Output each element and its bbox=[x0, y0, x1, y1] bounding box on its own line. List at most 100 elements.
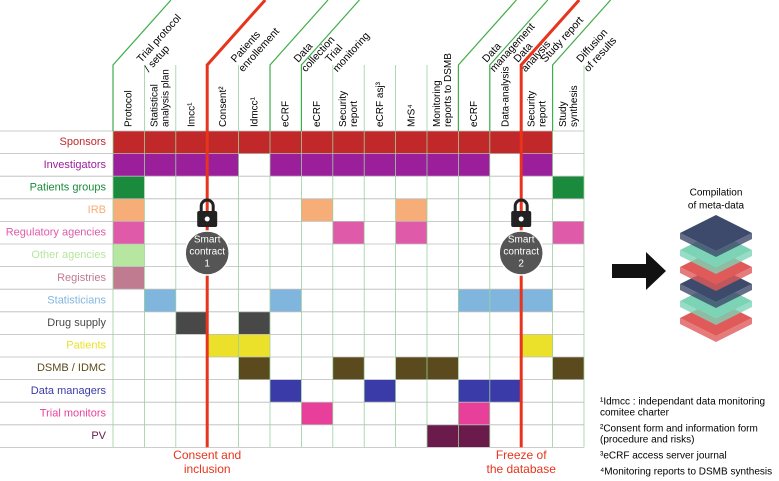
column-label: Data-analysis bbox=[500, 66, 511, 127]
cell bbox=[113, 153, 145, 177]
cell bbox=[207, 153, 239, 177]
column-label-line: eCRF bbox=[469, 101, 480, 127]
cell bbox=[395, 198, 427, 222]
lock-hole bbox=[518, 216, 524, 222]
cell bbox=[270, 379, 302, 403]
column-label-line: analysis plan bbox=[160, 69, 171, 127]
compilation-title: of meta-data bbox=[688, 201, 745, 212]
column-label: Securityreport bbox=[526, 91, 548, 127]
column-label-line: Consent² bbox=[218, 86, 229, 127]
footnote: (procedure and risks) bbox=[600, 435, 694, 446]
column-label: Studysynthesis bbox=[557, 85, 579, 127]
cell bbox=[113, 266, 145, 290]
contract-text: contract bbox=[189, 247, 225, 258]
column-label-line: synthesis bbox=[568, 85, 579, 127]
cell bbox=[144, 131, 176, 154]
column-label-line: Security bbox=[526, 91, 537, 127]
column-label-line: report bbox=[349, 101, 360, 127]
column-label-line: MrS⁴ bbox=[406, 104, 417, 127]
column-label-line: eCRF asj³ bbox=[375, 81, 386, 127]
column-label: MrS⁴ bbox=[406, 104, 417, 127]
cell bbox=[552, 176, 584, 199]
cell bbox=[238, 357, 270, 380]
contract-caption: Freeze of bbox=[496, 448, 547, 462]
column-label: eCRF asj³ bbox=[375, 81, 386, 127]
cell bbox=[144, 153, 176, 177]
row-label: DSMB / IDMC bbox=[37, 362, 106, 374]
column-label: eCRF bbox=[469, 101, 480, 127]
column-label-line: Security bbox=[338, 91, 349, 127]
cell bbox=[395, 221, 427, 244]
phase-line bbox=[300, 0, 360, 131]
lock-shackle bbox=[199, 198, 215, 212]
row-label: Trial monitors bbox=[40, 407, 107, 419]
layer-top bbox=[680, 215, 752, 251]
cell bbox=[207, 334, 239, 357]
layer-side bbox=[680, 267, 752, 291]
column-label-line: Protocol bbox=[123, 90, 134, 127]
cell bbox=[301, 402, 333, 425]
phase-label: Dataanalysis bbox=[510, 30, 553, 74]
column-label-line: Study bbox=[557, 101, 568, 127]
row-label: Registries bbox=[57, 272, 106, 284]
contract-text: 1 bbox=[204, 259, 210, 270]
phase-line bbox=[205, 0, 267, 448]
compilation-title: Compilation bbox=[690, 188, 743, 199]
phase-line bbox=[489, 0, 549, 131]
column-label: Statisticalanalysis plan bbox=[149, 69, 171, 127]
phase-label: Patientsenrollement bbox=[227, 17, 282, 74]
row-label: PV bbox=[91, 430, 106, 442]
cell bbox=[395, 131, 427, 154]
contract-caption: Consent and bbox=[173, 448, 241, 462]
cell bbox=[458, 402, 490, 425]
lock-hole bbox=[204, 216, 210, 222]
cell bbox=[521, 334, 553, 357]
contract-text: Smart bbox=[194, 235, 221, 246]
row-label: Patients groups bbox=[30, 181, 107, 193]
cell bbox=[113, 131, 145, 154]
contract-caption: inclusion bbox=[184, 462, 231, 476]
row-label: Statisticians bbox=[47, 294, 106, 306]
cell bbox=[270, 131, 302, 154]
row-label: IRB bbox=[88, 204, 106, 216]
row-label: Regulatory agencies bbox=[6, 227, 107, 239]
cell bbox=[332, 221, 365, 244]
column-label-line: report bbox=[537, 101, 548, 127]
cell bbox=[521, 289, 553, 312]
cell bbox=[458, 289, 490, 312]
cell bbox=[458, 424, 490, 448]
cell bbox=[458, 379, 490, 403]
cell bbox=[427, 131, 459, 154]
contract-text: Smart bbox=[508, 235, 535, 246]
column-label-line: Data-analysis bbox=[500, 66, 511, 127]
phase-label: Diffusionof results bbox=[573, 27, 619, 75]
footnote: ¹Idmcc : independant data monitoring bbox=[600, 397, 765, 408]
column-label-line: reports to DSMB bbox=[443, 53, 454, 127]
contract-circle bbox=[184, 230, 230, 276]
phase-line bbox=[269, 0, 329, 131]
cell bbox=[364, 379, 396, 403]
column-label-line: Monitoring bbox=[432, 80, 443, 127]
layer-side bbox=[680, 284, 752, 308]
cell bbox=[395, 357, 427, 380]
row-label: Sponsors bbox=[60, 136, 107, 148]
cell bbox=[113, 198, 145, 222]
cell bbox=[364, 131, 396, 154]
column-label-line: eCRF bbox=[312, 101, 323, 127]
lock-shackle bbox=[513, 198, 529, 212]
contract-circle bbox=[498, 230, 544, 276]
phase-label: Trial protocol/ setup bbox=[133, 12, 193, 74]
footnote: ⁴Monitoring reports to DSMB synthesis bbox=[600, 467, 772, 478]
column-label-line: Idmcc¹ bbox=[249, 96, 260, 127]
phase-line bbox=[457, 0, 517, 131]
cell bbox=[427, 424, 459, 448]
cell bbox=[175, 153, 208, 177]
cell bbox=[427, 153, 459, 177]
contract-text: contract bbox=[503, 247, 539, 258]
column-label: eCRF bbox=[312, 101, 323, 127]
cell bbox=[301, 153, 333, 177]
cell bbox=[489, 131, 522, 154]
cell bbox=[270, 289, 302, 312]
footnote: comitee charter bbox=[600, 408, 670, 419]
